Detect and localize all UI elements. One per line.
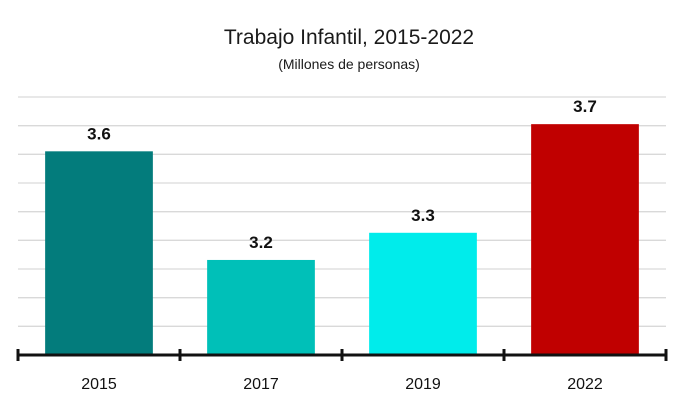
tick-label-2019: 2019 [405, 376, 441, 393]
tick-label-2022: 2022 [567, 376, 603, 393]
chart-subtitle: (Millones de personas) [278, 56, 420, 72]
tick-label-2017: 2017 [243, 376, 279, 393]
x-axis: 2015 2017 2019 2022 [16, 349, 668, 393]
bar-2017 [207, 259, 315, 355]
data-label-2015: 3.6 [87, 124, 111, 143]
bar-2022 [531, 124, 639, 355]
chart-title: Trabajo Infantil, 2015-2022 [223, 26, 475, 49]
tick-label-2015: 2015 [81, 376, 117, 393]
bar-2019 [369, 232, 477, 355]
data-label-2022: 3.7 [573, 97, 597, 116]
bar-2015 [45, 151, 153, 355]
data-labels: 3.6 3.2 3.3 3.7 [87, 97, 597, 252]
data-label-2017: 3.2 [249, 233, 273, 252]
data-label-2019: 3.3 [411, 206, 435, 225]
bars [45, 124, 639, 355]
